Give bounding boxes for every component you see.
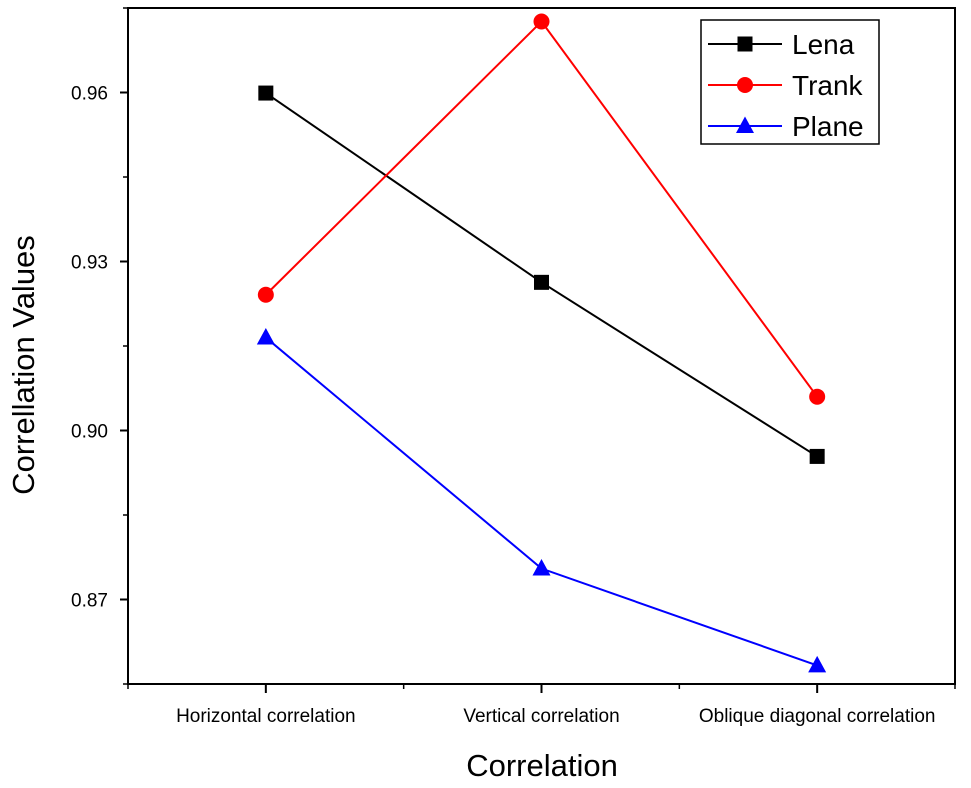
legend-marker-trank bbox=[737, 77, 753, 93]
data-point-lena bbox=[258, 85, 274, 101]
x-tick-label: Horizontal correlation bbox=[176, 706, 356, 727]
legend-box bbox=[700, 19, 880, 145]
legend-label-trank: Trank bbox=[792, 70, 864, 101]
legend-items: Lena Trank Plane bbox=[708, 29, 864, 142]
data-point-plane bbox=[256, 328, 275, 345]
y-axis-title: Correllation Values bbox=[6, 235, 41, 495]
legend-label-plane: Plane bbox=[792, 111, 864, 142]
x-tick-label: Vertical correlation bbox=[463, 706, 619, 727]
data-point-plane bbox=[532, 559, 551, 576]
legend-marker-lena bbox=[737, 36, 753, 52]
data-point-trank bbox=[809, 388, 826, 405]
data-point-trank bbox=[257, 286, 274, 303]
series-line-lena bbox=[265, 92, 818, 458]
data-point-lena bbox=[534, 274, 549, 290]
legend-marker-plane bbox=[736, 116, 754, 133]
legend-label-lena: Lena bbox=[792, 29, 855, 60]
series-line-plane bbox=[265, 336, 818, 667]
data-point-trank bbox=[533, 13, 550, 30]
y-tick-label: 0.93 bbox=[71, 253, 108, 274]
data-point-plane bbox=[808, 655, 827, 673]
x-axis: Horizontal correlation Vertical correlati… bbox=[127, 684, 956, 727]
legend: Lena Trank Plane bbox=[700, 19, 880, 145]
y-tick-label: 0.96 bbox=[71, 84, 108, 105]
series-layer bbox=[256, 13, 827, 673]
y-axis: 0.87 0.90 0.93 0.96 bbox=[71, 7, 128, 685]
y-tick-label: 0.87 bbox=[71, 591, 108, 612]
data-point-lena bbox=[809, 448, 825, 464]
y-tick-label: 0.90 bbox=[71, 422, 108, 443]
x-axis-title: Correlation bbox=[466, 748, 618, 783]
x-tick-label: Oblique diagonal correlation bbox=[699, 706, 936, 727]
